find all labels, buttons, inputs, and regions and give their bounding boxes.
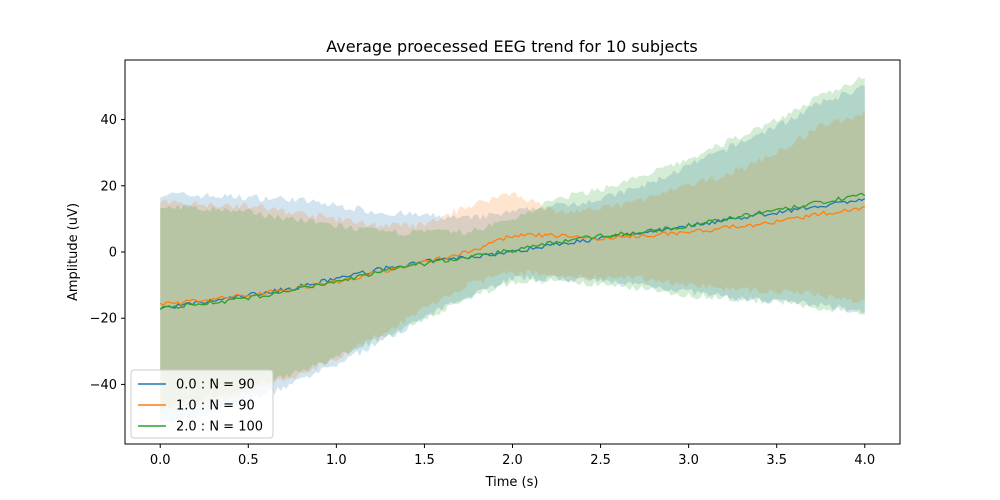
x-tick-label: 2.0 bbox=[502, 453, 523, 468]
x-tick-label: 0.0 bbox=[150, 453, 171, 468]
x-tick-label: 1.0 bbox=[326, 453, 347, 468]
line-series-1 bbox=[159, 205, 866, 307]
band-series-1 bbox=[160, 109, 865, 412]
y-tick-label: 0 bbox=[109, 246, 117, 261]
x-tick-label: 2.5 bbox=[590, 453, 611, 468]
band-series-2 bbox=[160, 76, 865, 410]
x-tick-label: 0.5 bbox=[238, 453, 259, 468]
y-axis-ticks: −40 −20 0 20 40 bbox=[90, 113, 125, 393]
chart-title: Average proecessed EEG trend for 10 subj… bbox=[326, 37, 698, 56]
y-tick-label: 20 bbox=[100, 179, 117, 194]
mean-lines bbox=[159, 192, 866, 311]
x-tick-label: 3.5 bbox=[766, 453, 787, 468]
x-tick-label: 3.0 bbox=[678, 453, 699, 468]
legend-label-2: 2.0 : N = 100 bbox=[176, 420, 263, 435]
y-tick-label: −40 bbox=[90, 378, 117, 393]
legend: 0.0 : N = 90 1.0 : N = 90 2.0 : N = 100 bbox=[130, 369, 274, 439]
y-tick-label: −20 bbox=[90, 312, 117, 327]
x-tick-label: 4.0 bbox=[854, 453, 875, 468]
legend-box bbox=[130, 369, 274, 439]
band-series-0 bbox=[160, 84, 865, 424]
x-axis-ticks: 0.0 0.5 1.0 1.5 2.0 2.5 3.0 3.5 4.0 bbox=[150, 444, 875, 468]
legend-label-1: 1.0 : N = 90 bbox=[176, 399, 255, 414]
line-series-2 bbox=[159, 192, 866, 311]
confidence-bands bbox=[160, 76, 865, 424]
y-axis-label: Amplitude (uV) bbox=[66, 203, 81, 301]
y-tick-label: 40 bbox=[100, 113, 117, 128]
legend-label-0: 0.0 : N = 90 bbox=[176, 378, 255, 393]
x-axis-label: Time (s) bbox=[485, 475, 539, 490]
x-tick-label: 1.5 bbox=[414, 453, 435, 468]
